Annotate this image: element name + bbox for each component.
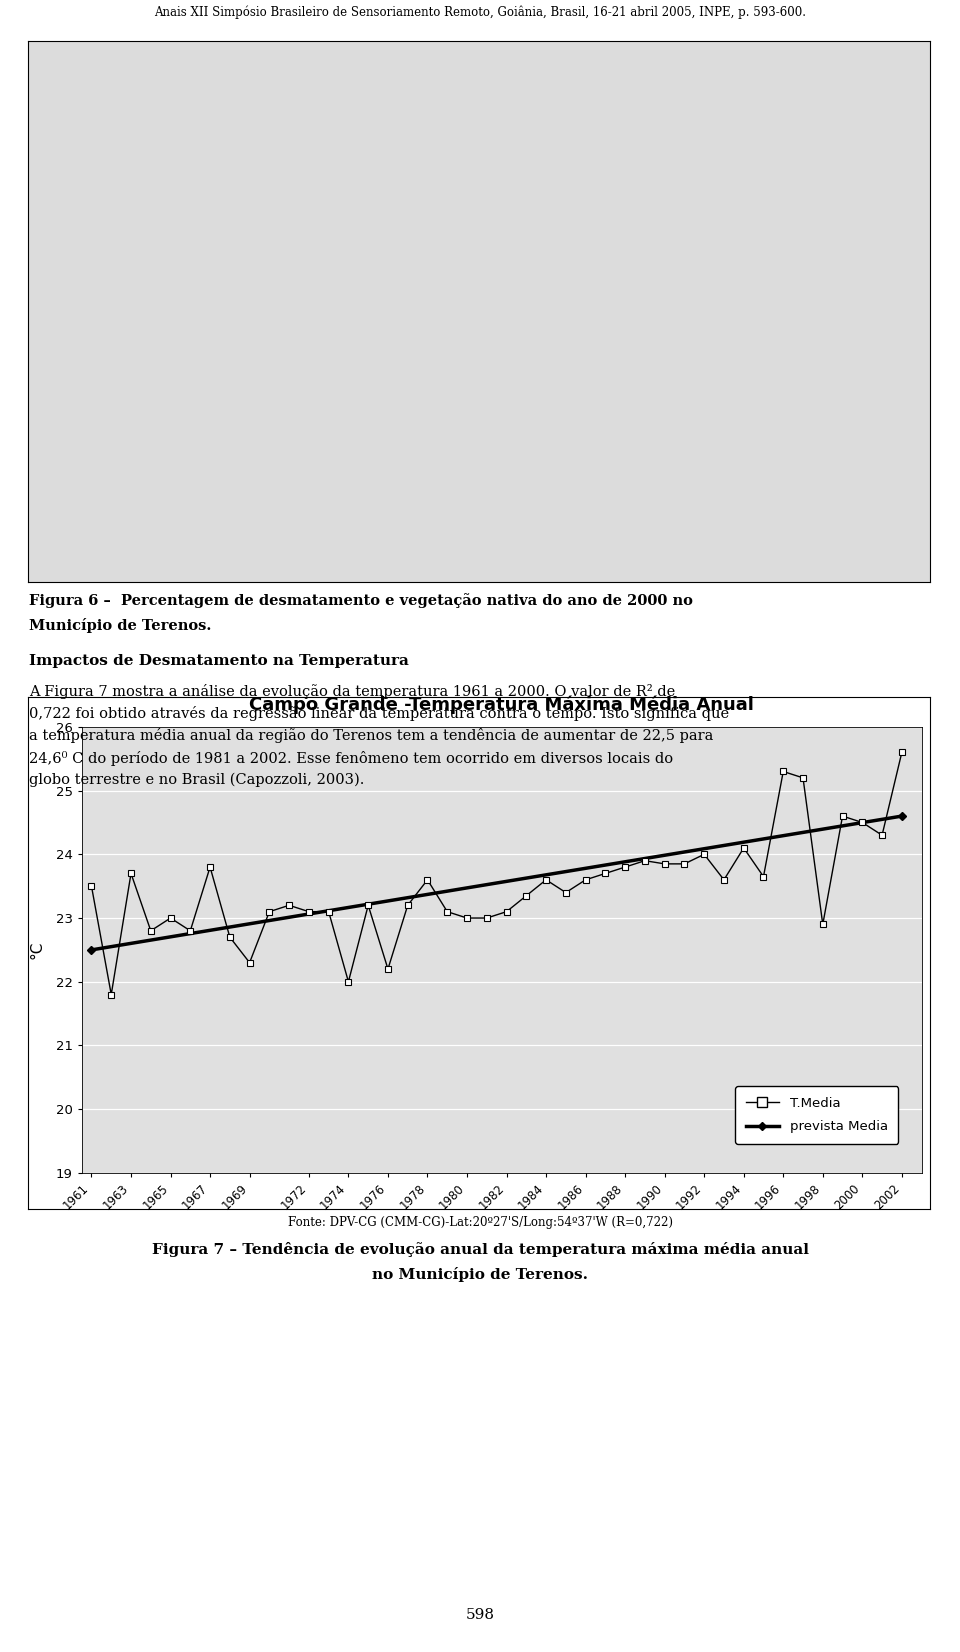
T.Media — [837, 806, 849, 826]
T.Media — [303, 902, 315, 922]
T.Media — [363, 895, 374, 915]
T.Media — [244, 953, 255, 973]
T.Media — [481, 909, 492, 928]
Legend: T.Media, prevista Media: T.Media, prevista Media — [735, 1087, 899, 1145]
T.Media — [224, 927, 235, 947]
T.Media — [343, 971, 354, 991]
T.Media — [382, 960, 394, 980]
Text: 598: 598 — [466, 1609, 494, 1622]
Text: Anais XII Simpósio Brasileiro de Sensoriamento Remoto, Goiânia, Brasil, 16-21 ab: Anais XII Simpósio Brasileiro de Sensori… — [154, 5, 806, 20]
T.Media — [896, 742, 907, 762]
Line: T.Media: T.Media — [88, 748, 905, 998]
Text: Figura 7 – Tendência de evolução anual da temperatura máxima média anual: Figura 7 – Tendência de evolução anual d… — [152, 1242, 808, 1257]
T.Media — [699, 844, 710, 864]
T.Media — [560, 882, 571, 902]
T.Media — [797, 768, 808, 788]
Y-axis label: °C: °C — [30, 940, 44, 960]
T.Media — [778, 762, 789, 781]
Text: no Município de Terenos.: no Município de Terenos. — [372, 1267, 588, 1282]
Title: Campo Grande -Temperatura Máxima Média Anual: Campo Grande -Temperatura Máxima Média A… — [250, 695, 754, 714]
T.Media — [619, 857, 631, 877]
T.Media — [659, 854, 670, 874]
T.Media — [757, 867, 769, 887]
T.Media — [442, 902, 453, 922]
T.Media — [461, 909, 472, 928]
T.Media — [856, 813, 868, 833]
T.Media — [501, 902, 513, 922]
Text: Impactos de Desmatamento na Temperatura: Impactos de Desmatamento na Temperatura — [29, 654, 409, 667]
T.Media — [204, 857, 216, 877]
T.Media — [184, 920, 196, 940]
T.Media — [718, 871, 730, 890]
T.Media — [540, 871, 552, 890]
T.Media — [402, 895, 414, 915]
T.Media — [85, 876, 97, 895]
T.Media — [639, 851, 651, 871]
T.Media — [145, 920, 156, 940]
Text: Município de Terenos.: Município de Terenos. — [29, 618, 211, 633]
T.Media — [283, 895, 295, 915]
T.Media — [165, 909, 177, 928]
T.Media — [817, 915, 828, 935]
Text: Fonte: DPV-CG (CMM-CG)-Lat:20º27'S/Long:54º37'W (R=0,722): Fonte: DPV-CG (CMM-CG)-Lat:20º27'S/Long:… — [287, 1216, 673, 1229]
T.Media — [323, 902, 334, 922]
T.Media — [421, 871, 433, 890]
T.Media — [600, 864, 612, 884]
T.Media — [580, 871, 591, 890]
T.Media — [125, 864, 136, 884]
Text: Figura 6 –  Percentagem de desmatamento e vegetação nativa do ano de 2000 no: Figura 6 – Percentagem de desmatamento e… — [29, 593, 693, 608]
T.Media — [738, 838, 750, 857]
T.Media — [520, 885, 532, 905]
T.Media — [679, 854, 690, 874]
T.Media — [106, 985, 117, 1004]
T.Media — [876, 826, 888, 846]
T.Media — [264, 902, 276, 922]
Text: A Figura 7 mostra a análise da evolução da temperatura 1961 a 2000. O valor de R: A Figura 7 mostra a análise da evolução … — [29, 684, 729, 786]
